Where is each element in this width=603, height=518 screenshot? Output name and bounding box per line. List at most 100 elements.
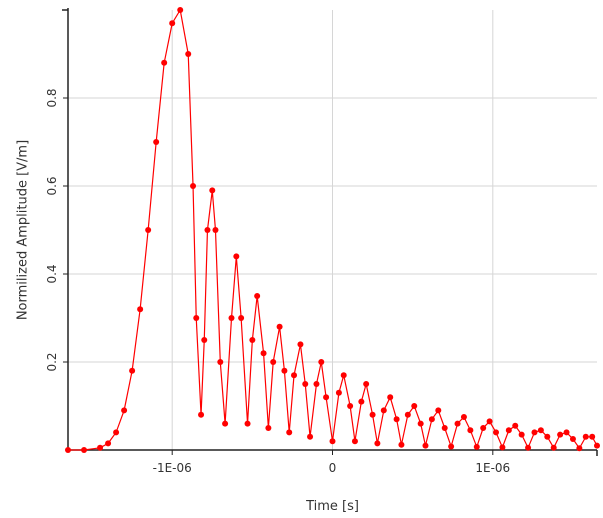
data-point <box>563 429 570 436</box>
y-axis-label: Normilized Amplitude [V/m] <box>16 140 31 320</box>
data-point <box>193 315 200 321</box>
data-point <box>411 403 418 409</box>
y-tick-label: 0.8 <box>45 88 59 107</box>
data-point <box>286 429 293 436</box>
data-point <box>276 323 283 330</box>
data-point <box>137 306 144 313</box>
data-point <box>387 394 394 401</box>
data-point <box>97 444 104 451</box>
data-point <box>233 253 240 260</box>
data-point <box>198 411 205 418</box>
data-point <box>238 315 245 321</box>
data-point <box>329 438 336 445</box>
data-point <box>380 407 387 414</box>
data-point <box>244 420 251 427</box>
data-point <box>569 436 576 442</box>
data-point <box>313 381 320 387</box>
data-point <box>358 398 365 405</box>
data-point <box>260 350 267 357</box>
data-point <box>393 416 400 423</box>
y-tick-label: 0.2 <box>45 352 59 371</box>
data-point <box>537 427 544 434</box>
data-point <box>121 407 128 414</box>
data-point <box>228 315 235 321</box>
data-point <box>576 445 583 452</box>
data-point <box>161 59 168 66</box>
data-point <box>265 425 272 431</box>
data-point <box>582 433 589 440</box>
data-point <box>249 337 256 343</box>
data-point <box>302 381 309 387</box>
series-line <box>68 8 598 451</box>
data-point <box>270 359 277 365</box>
data-point <box>323 394 330 401</box>
data-point <box>486 418 493 425</box>
data-point <box>454 420 461 427</box>
data-point <box>417 420 424 427</box>
data-point <box>499 444 506 451</box>
data-point <box>531 429 538 436</box>
data-point <box>422 442 429 449</box>
data-point <box>145 227 152 233</box>
data-point <box>525 444 532 451</box>
data-point <box>374 440 381 447</box>
data-point <box>594 442 600 449</box>
data-point <box>544 433 551 440</box>
x-tick-label: 1E-06 <box>475 461 510 475</box>
data-point <box>428 416 435 423</box>
data-point <box>105 440 112 447</box>
data-point <box>204 227 211 233</box>
data-point <box>113 429 120 436</box>
data-point <box>307 433 314 440</box>
data-point <box>201 337 208 343</box>
data-point <box>318 359 325 365</box>
data-point <box>460 414 467 420</box>
x-axis-label: Time [s] <box>305 499 359 514</box>
data-point <box>340 372 347 379</box>
data-point <box>473 443 480 450</box>
data-point <box>550 444 557 451</box>
grid <box>68 10 597 450</box>
y-tick-label: 0.6 <box>45 176 59 195</box>
data-point <box>351 438 358 445</box>
data-point <box>363 381 370 387</box>
data-point <box>291 372 298 379</box>
y-tick-label: 0.4 <box>45 264 59 283</box>
x-tick-label: -1E-06 <box>153 461 192 475</box>
data-point <box>297 341 304 348</box>
series <box>65 7 600 453</box>
data-point <box>347 403 354 409</box>
labels: -1E-06 0 1E-06 0.2 0.4 0.6 0.8 Time [s] Normiliz… <box>16 88 511 514</box>
data-point <box>557 431 564 438</box>
data-point <box>185 51 192 57</box>
data-point <box>65 447 71 453</box>
data-point <box>212 227 219 233</box>
data-point <box>480 425 487 431</box>
data-point <box>169 20 176 27</box>
x-tick-label: 0 <box>329 461 337 475</box>
data-point <box>217 359 224 365</box>
data-point <box>190 183 197 189</box>
data-point <box>435 407 442 414</box>
data-point <box>369 411 376 418</box>
data-point <box>177 7 184 13</box>
data-point <box>335 389 342 396</box>
data-point <box>518 431 525 438</box>
data-point <box>448 443 455 450</box>
data-point <box>589 433 596 440</box>
data-point <box>398 441 405 448</box>
data-point <box>129 367 136 374</box>
data-point <box>467 427 474 434</box>
data-point <box>512 422 519 429</box>
data-point <box>81 447 88 453</box>
data-point <box>153 139 160 145</box>
data-point <box>254 293 261 299</box>
data-point <box>209 187 216 194</box>
data-point <box>281 367 288 374</box>
axes <box>62 8 598 456</box>
data-point <box>441 425 448 431</box>
data-point <box>505 427 512 434</box>
data-point <box>493 429 500 436</box>
data-point <box>404 411 411 418</box>
